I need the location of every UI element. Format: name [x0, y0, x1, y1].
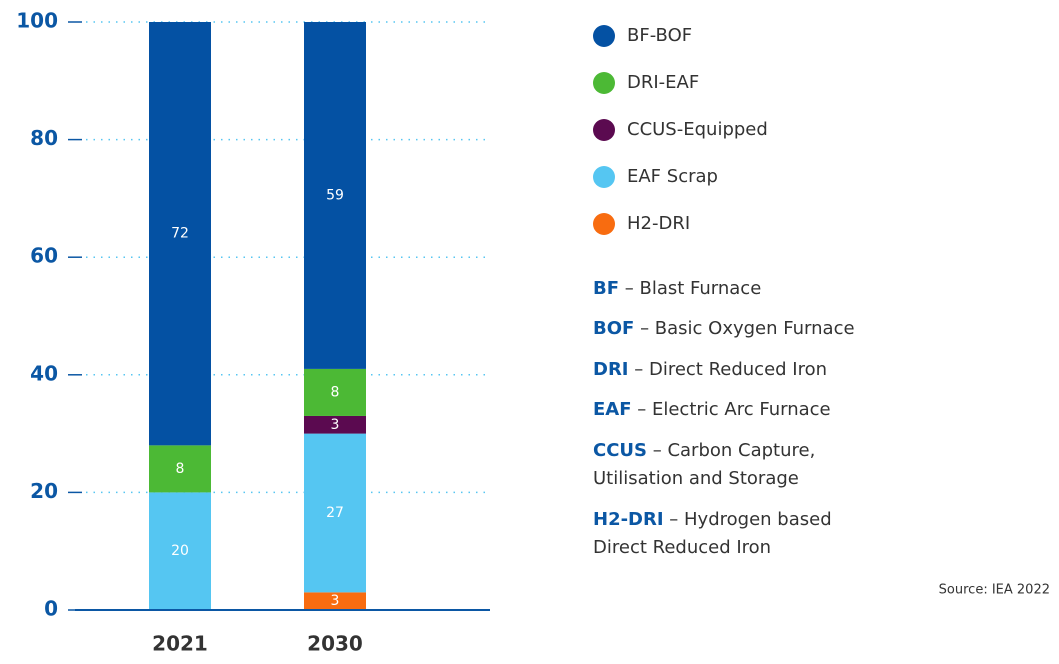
legend-swatch: [593, 213, 615, 235]
value-label: 59: [326, 187, 344, 203]
value-label: 72: [171, 226, 189, 242]
glossary-definition: – Electric Arc Furnace: [637, 399, 830, 420]
glossary-term: DRI: [593, 359, 629, 380]
glossary-line: Direct Reduced Iron: [593, 537, 771, 558]
bar-segment: [149, 492, 211, 610]
glossary-line: H2-DRI – Hydrogen based: [593, 509, 832, 530]
legend-swatch: [593, 119, 615, 141]
glossary-line: BOF – Basic Oxygen Furnace: [593, 318, 855, 339]
value-label: 8: [176, 461, 185, 477]
glossary-line: CCUS – Carbon Capture,: [593, 440, 815, 461]
glossary-line: EAF – Electric Arc Furnace: [593, 399, 831, 420]
bar-segment: [304, 415, 366, 434]
value-label: 20: [171, 543, 189, 559]
y-tick-label: 60: [30, 244, 58, 268]
glossary-line: DRI – Direct Reduced Iron: [593, 359, 827, 380]
glossary-definition: Direct Reduced Iron: [593, 537, 771, 558]
legend-swatch: [593, 72, 615, 94]
legend-label: DRI-EAF: [627, 72, 699, 93]
legend-swatch: [593, 166, 615, 188]
y-tick-label: 80: [30, 126, 58, 150]
value-label: 3: [331, 593, 340, 609]
legend-label: H2-DRI: [627, 213, 690, 234]
bar-segment: [304, 22, 366, 369]
value-label: 8: [331, 384, 340, 400]
glossary-definition: – Blast Furnace: [625, 278, 762, 299]
bar-segment: [304, 433, 366, 593]
bar-segment: [304, 368, 366, 416]
glossary-definition: – Direct Reduced Iron: [634, 359, 827, 380]
bar-segment: [149, 22, 211, 446]
glossary-line: Utilisation and Storage: [593, 468, 799, 489]
bar-segment: [304, 592, 366, 610]
glossary-line: BF – Blast Furnace: [593, 278, 761, 299]
glossary-term: EAF: [593, 399, 632, 420]
legend-label: BF-BOF: [627, 25, 692, 46]
glossary-term: CCUS: [593, 440, 647, 461]
bar-segment: [149, 445, 211, 493]
glossary-term: H2-DRI: [593, 509, 664, 530]
legend-label: CCUS-Equipped: [627, 119, 768, 140]
legend-swatch: [593, 25, 615, 47]
glossary-term: BOF: [593, 318, 634, 339]
y-tick-label: 40: [30, 361, 58, 385]
y-tick-label: 100: [16, 9, 58, 33]
y-tick-label: 20: [30, 479, 58, 503]
legend-label: EAF Scrap: [627, 166, 718, 187]
source: Source: IEA 2022: [939, 583, 1050, 598]
glossary-definition: – Hydrogen based: [669, 509, 831, 530]
glossary-definition: – Basic Oxygen Furnace: [640, 318, 854, 339]
value-label: 27: [326, 505, 344, 521]
glossary-definition: Utilisation and Storage: [593, 468, 799, 489]
value-label: 3: [331, 417, 340, 433]
y-tick-label: 0: [44, 597, 58, 621]
glossary-definition: – Carbon Capture,: [653, 440, 816, 461]
glossary-term: BF: [593, 278, 619, 299]
x-tick-label: 2030: [307, 632, 363, 656]
x-tick-label: 2021: [152, 632, 208, 656]
